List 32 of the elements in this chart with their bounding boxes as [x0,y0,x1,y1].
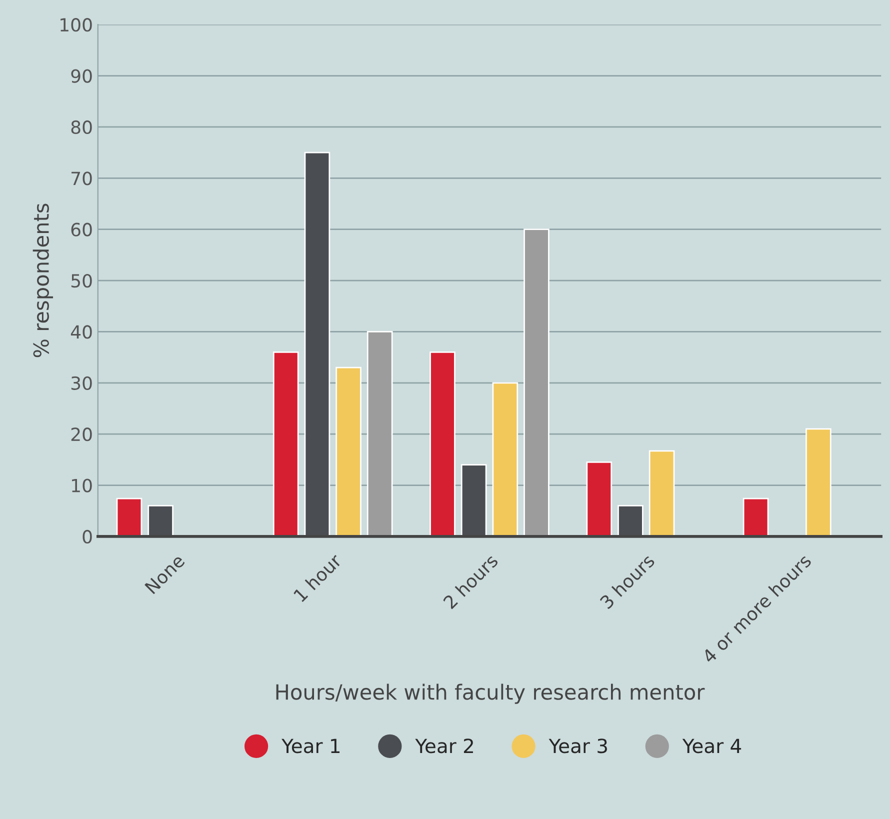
bar [272,351,299,536]
bar [366,331,393,536]
bar [304,152,330,536]
bar [116,498,142,536]
y-tick-label: 100 [60,18,92,32]
y-tick-label: 30 [71,376,92,390]
legend-label: Year 4 [682,738,742,754]
y-tick-label: 80 [71,120,92,134]
y-axis-title: % respondents [32,204,54,358]
legend-label: Year 1 [282,738,340,754]
bar [148,505,174,536]
bar [430,351,456,536]
y-tick-label: 50 [71,274,92,288]
y-tick-label: 40 [70,325,92,339]
y-tick-label: 10 [72,478,92,492]
y-tick-label: 60 [71,222,92,236]
bar [742,498,769,536]
bar [806,428,832,536]
y-tick-label: 90 [71,69,92,83]
bar [648,450,675,536]
bar [524,228,550,536]
bar [618,505,644,536]
y-tick-label: 70 [72,172,92,186]
bar [586,462,612,536]
bar [460,464,487,536]
legend-label: Year 3 [548,738,607,754]
bar [336,366,362,536]
legend-label: Year 2 [415,738,473,754]
y-tick-label: 0 [82,530,92,544]
x-axis-title: Hours/week with faculty research mentor [276,684,705,704]
y-tick-label: 20 [71,428,92,442]
bar [492,382,518,536]
